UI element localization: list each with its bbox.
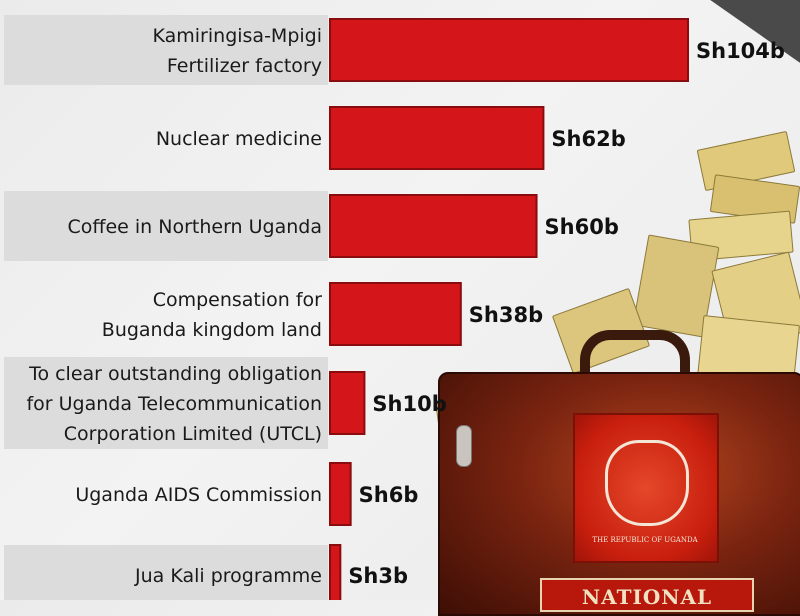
category-label: Uganda AIDS Commission (75, 484, 322, 506)
category-label: To clear outstanding obligation (28, 363, 322, 385)
value-label: Sh104b (696, 39, 785, 63)
bar-chart: Kamiringisa-Mpigi Fertilizer factory Sh104… (4, 15, 785, 600)
row-background (4, 191, 328, 261)
coat-of-arms-icon (605, 440, 689, 526)
value-label: Sh3b (348, 564, 408, 588)
value-label: Sh62b (551, 127, 625, 151)
bar (329, 462, 352, 526)
category-label: Corporation Limited (UTCL) (64, 423, 322, 445)
category-label: Fertilizer factory (167, 55, 322, 77)
value-label: Sh38b (469, 303, 543, 327)
bar (329, 194, 538, 258)
category-label: Compensation for (153, 289, 322, 311)
category-label: for Uganda Telecommunication (26, 393, 322, 415)
category-label: Jua Kali programme (134, 565, 322, 587)
emblem-caption: THE REPUBLIC OF UGANDA (592, 536, 698, 544)
row-background (4, 545, 328, 600)
value-label: Sh60b (545, 215, 619, 239)
bar (329, 544, 342, 600)
briefcase-handle (580, 330, 690, 390)
row-background (4, 15, 328, 85)
bar (329, 371, 366, 435)
coat-of-arms-panel (573, 413, 719, 563)
category-label: Nuclear medicine (156, 128, 322, 150)
category-label: Buganda kingdom land (102, 319, 322, 341)
briefcase-clasp (456, 425, 472, 467)
bar (329, 282, 462, 346)
bar (329, 18, 689, 82)
category-label: Coffee in Northern Uganda (67, 216, 322, 238)
category-label: Kamiringisa-Mpigi (153, 25, 323, 47)
value-label: Sh6b (359, 483, 419, 507)
row-background (4, 357, 328, 449)
value-label: Sh10b (372, 392, 446, 416)
bar (329, 106, 545, 170)
